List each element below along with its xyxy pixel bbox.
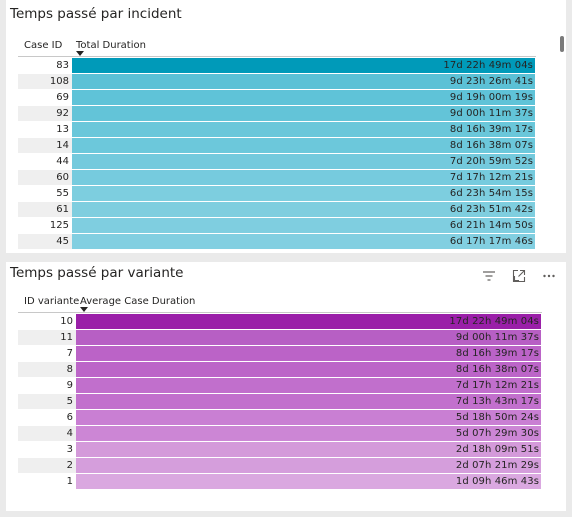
duration-bar-cell: 9d 00h 11m 37s [76, 330, 541, 345]
row-id-cell: 3 [66, 444, 73, 455]
column-header-case-id[interactable]: Case ID [24, 40, 63, 51]
duration-bar-cell: 6d 21h 14m 50s [72, 218, 535, 233]
column-header-average-case-duration[interactable]: Average Case Duration [80, 296, 196, 307]
row-id-cell: 14 [18, 138, 72, 153]
column-header-total-duration[interactable]: Total Duration [76, 40, 146, 51]
duration-bar-cell: 7d 20h 59m 52s [72, 154, 535, 169]
column-header-variant-id[interactable]: ID variante [24, 296, 80, 307]
duration-bar-cell: 9d 19h 00m 19s [72, 90, 535, 105]
incident-duration-visual[interactable]: Temps passé par incident Case ID Total D… [6, 0, 566, 253]
row-id-cell: 9 [66, 380, 73, 391]
row-id-cell: 44 [56, 156, 69, 167]
row-id-cell: 10 [60, 316, 73, 327]
duration-bar-cell: 8d 16h 39m 17s [72, 122, 535, 137]
duration-bar-cell: 6d 23h 51m 42s [72, 202, 535, 217]
row-id-cell: 61 [18, 202, 72, 217]
duration-bar-cell: 8d 16h 39m 17s [76, 346, 541, 361]
duration-bar-cell: 7d 17h 12m 21s [76, 378, 541, 393]
row-id-cell: 13 [56, 124, 69, 135]
row-id-cell: 60 [18, 170, 72, 185]
duration-bar-cell: 5d 18h 50m 24s [76, 410, 541, 425]
row-id-cell: 4 [18, 426, 76, 441]
row-id-cell: 69 [56, 92, 69, 103]
duration-bar-cell: 7d 13h 43m 17s [76, 394, 541, 409]
row-id-cell: 1 [66, 476, 73, 487]
sort-descending-icon [76, 51, 84, 56]
duration-bar-cell: 17d 22h 49m 04s [72, 58, 535, 73]
duration-bar-cell: 8d 16h 38m 07s [72, 138, 535, 153]
duration-bar-cell: 9d 23h 26m 41s [72, 74, 535, 89]
duration-bar-cell: 6d 17h 17m 46s [72, 234, 535, 249]
duration-bar-cell: 17d 22h 49m 04s [76, 314, 541, 329]
row-id-cell: 125 [49, 220, 69, 231]
visual-title: Temps passé par variante [10, 265, 184, 281]
row-id-cell: 45 [18, 234, 72, 249]
header-divider [18, 56, 536, 57]
duration-bar-cell: 6d 23h 54m 15s [72, 186, 535, 201]
row-id-cell: 7 [66, 348, 73, 359]
filter-icon[interactable] [482, 269, 496, 283]
more-options-icon[interactable] [542, 269, 556, 283]
row-id-cell: 108 [18, 74, 72, 89]
duration-bar-cell: 1d 09h 46m 43s [76, 474, 541, 489]
row-id-cell: 6 [66, 412, 73, 423]
visual-title: Temps passé par incident [10, 6, 182, 22]
row-id-cell: 8 [18, 362, 76, 377]
duration-bar-cell: 2d 07h 21m 29s [76, 458, 541, 473]
duration-bar-cell: 8d 16h 38m 07s [76, 362, 541, 377]
row-id-cell: 2 [18, 458, 76, 473]
header-divider [18, 312, 542, 313]
variant-duration-visual[interactable]: Temps passé par variante ID variante Ave… [6, 262, 566, 511]
row-id-cell: 83 [56, 60, 69, 71]
row-id-cell: 55 [56, 188, 69, 199]
duration-bar-cell: 5d 07h 29m 30s [76, 426, 541, 441]
row-id-cell: 11 [18, 330, 76, 345]
duration-bar-cell: 7d 17h 12m 21s [72, 170, 535, 185]
vertical-scrollbar[interactable] [560, 36, 564, 52]
row-id-cell: 92 [18, 106, 72, 121]
focus-mode-icon[interactable] [512, 269, 526, 283]
row-id-cell: 5 [18, 394, 76, 409]
duration-bar-cell: 2d 18h 09m 51s [76, 442, 541, 457]
duration-bar-cell: 9d 00h 11m 37s [72, 106, 535, 121]
sort-descending-icon [80, 307, 88, 312]
